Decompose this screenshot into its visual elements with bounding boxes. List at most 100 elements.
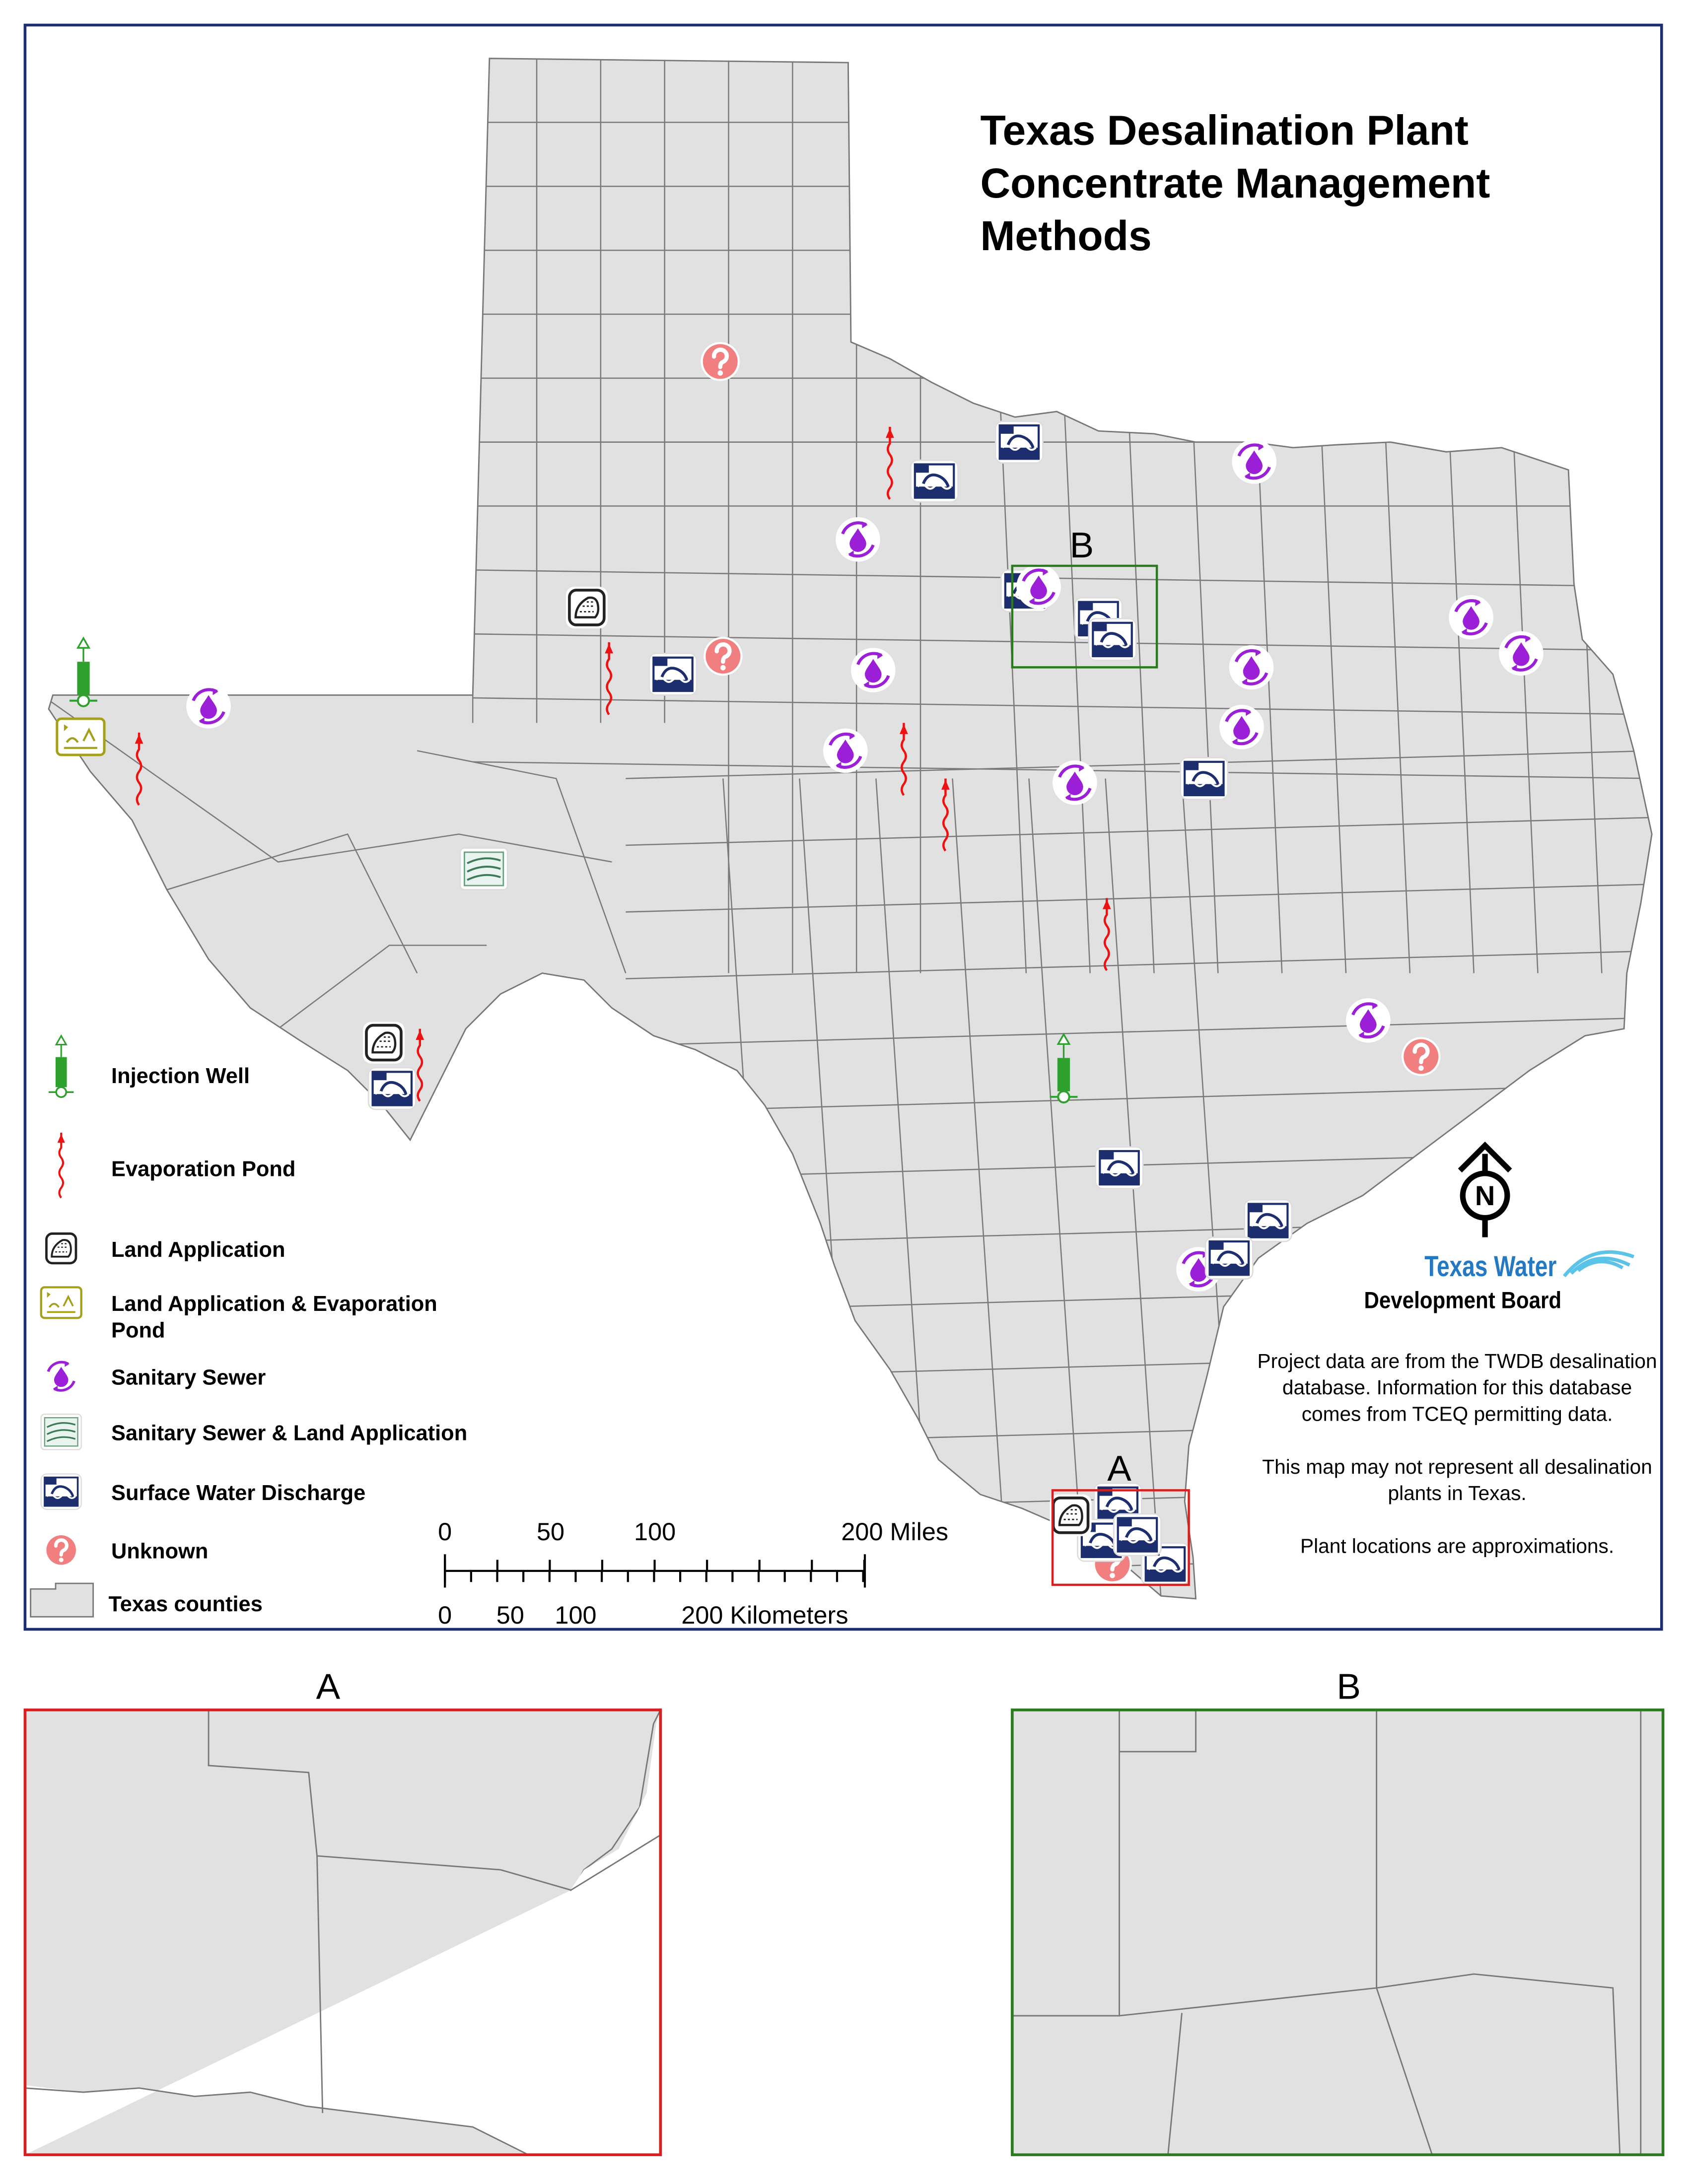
marker-ssd xyxy=(649,653,697,695)
notes: Project data are from the TWDB desalinat… xyxy=(1256,1350,1659,1562)
legend-swatch xyxy=(30,1582,94,1618)
legend-label-line: Sanitary Sewer & Land Application xyxy=(111,1422,467,1445)
marker-unknown xyxy=(701,342,740,381)
marker-sewerland xyxy=(459,847,509,891)
legend-label-line: Land Application & Evaporation xyxy=(111,1292,437,1316)
note: This map may not represent all desalinat… xyxy=(1262,1457,1652,1506)
marker-sewer xyxy=(1499,631,1544,676)
marker-unknown xyxy=(1402,1037,1440,1076)
county-line xyxy=(473,697,1652,715)
legend-label: Sanitary Sewer xyxy=(111,1366,266,1390)
county-line xyxy=(952,778,1009,1599)
scale-label-km: 50 xyxy=(496,1601,524,1629)
legend-icon xyxy=(41,1287,81,1318)
legend-label-line: Surface Water Discharge xyxy=(111,1481,365,1505)
marker-landevap xyxy=(57,719,104,755)
scale-label-miles: 200 Miles xyxy=(841,1517,948,1546)
north-letter: N xyxy=(1475,1180,1495,1211)
county-line xyxy=(278,945,487,1029)
inset-a-box xyxy=(1051,1489,1190,1586)
county-line xyxy=(626,884,1652,913)
scale-label-km: 100 xyxy=(555,1601,596,1629)
marker-ssd xyxy=(1089,618,1136,660)
legend-label: Evaporation Pond xyxy=(111,1157,295,1181)
logo-line2: Development Board xyxy=(1364,1288,1561,1314)
legend-icon xyxy=(42,1358,80,1395)
marker-ssd xyxy=(1245,1200,1292,1241)
county-line xyxy=(473,633,1652,652)
marker-ssd xyxy=(911,460,958,502)
county-line xyxy=(626,750,1652,779)
inset-a-frame xyxy=(23,1708,662,2156)
marker-sewer xyxy=(186,684,231,729)
county-line xyxy=(166,833,418,974)
county-line xyxy=(417,750,627,973)
twdb-logo: Texas Water Development Board xyxy=(1364,1250,1634,1314)
scale-label-km: 0 xyxy=(438,1601,452,1629)
marker-unknown xyxy=(703,637,742,676)
marker-sewer xyxy=(1219,705,1264,750)
marker-sewer xyxy=(1053,760,1097,805)
scale-label-km: 200 Kilometers xyxy=(681,1601,848,1629)
marker-land xyxy=(363,1022,405,1064)
legend-label-line: Injection Well xyxy=(111,1064,250,1088)
marker-sewer xyxy=(1232,439,1276,484)
marker-sewer xyxy=(1016,564,1061,609)
legend-label-line: Sanitary Sewer xyxy=(111,1366,266,1390)
marker-ssd xyxy=(995,421,1043,463)
inset-b-box xyxy=(1011,564,1158,669)
marker-ssd xyxy=(1181,757,1228,799)
scale-label-miles: 50 xyxy=(537,1517,564,1546)
legend-icon xyxy=(41,1474,81,1509)
legend-label-line: Evaporation Pond xyxy=(111,1157,295,1181)
note: Project data are from the TWDB desalinat… xyxy=(1257,1351,1657,1427)
county-line xyxy=(626,817,1652,846)
legend-icon xyxy=(44,1230,79,1266)
marker-sewer xyxy=(1346,998,1391,1043)
logo-line1: Texas Water xyxy=(1424,1250,1556,1283)
marker-sewer xyxy=(1449,595,1493,640)
note: Plant locations are approximations. xyxy=(1300,1536,1615,1559)
legend-icon xyxy=(45,1533,78,1567)
marker-ssd xyxy=(1096,1147,1143,1189)
marker-ssd xyxy=(368,1068,416,1109)
legend-label-line: Unknown xyxy=(111,1540,208,1564)
legend-label-line: Texas counties xyxy=(108,1592,262,1616)
marker-land xyxy=(566,587,608,628)
marker-sewer xyxy=(1229,645,1274,690)
county-line xyxy=(49,694,612,863)
county-line xyxy=(626,1084,1652,1113)
scale-bar: 0 50 100 200 Miles 0 50 100 200 Kilometers xyxy=(438,1517,948,1629)
legend-label: Unknown xyxy=(111,1540,208,1564)
marker-land xyxy=(1050,1495,1091,1536)
inset-a-marker-label: A xyxy=(1107,1448,1131,1489)
legend-label: Surface Water Discharge xyxy=(111,1481,365,1505)
marker-sewer xyxy=(836,517,880,562)
county-line xyxy=(1028,778,1085,1599)
north-arrow: N xyxy=(1458,1141,1512,1237)
county-line xyxy=(626,1017,1652,1046)
scale-label-miles: 0 xyxy=(438,1517,452,1546)
legend-label: Land Application & Evaporation Pond xyxy=(111,1292,437,1342)
marker-ssd xyxy=(1205,1237,1253,1279)
inset-b-map xyxy=(1012,1709,1663,2155)
map-title: Texas Desalination Plant Concentrate Mana… xyxy=(980,107,1490,259)
legend-label: Sanitary Sewer & Land Application xyxy=(111,1422,467,1445)
scale-label-miles: 100 xyxy=(634,1517,676,1546)
county-line xyxy=(626,950,1652,980)
notes-box: Project data are from the TWDB desalinat… xyxy=(1256,1350,1659,1562)
legend-icon xyxy=(40,1413,82,1451)
legend-label: Texas counties xyxy=(108,1592,262,1616)
legend-label-line: Pond xyxy=(111,1318,165,1342)
marker-ssd xyxy=(1114,1514,1161,1556)
legend-label: Injection Well xyxy=(111,1064,250,1088)
legend: Injection Well Evaporation Pond Land Appli… xyxy=(30,1035,467,1618)
inset-b-frame xyxy=(1011,1708,1665,2156)
legend-label: Land Application xyxy=(111,1238,285,1262)
inset-b-marker-label: B xyxy=(1070,525,1094,565)
inset-b-title: B xyxy=(1336,1666,1361,1706)
inset-a-title: A xyxy=(316,1666,341,1706)
marker-sewer xyxy=(823,729,868,773)
